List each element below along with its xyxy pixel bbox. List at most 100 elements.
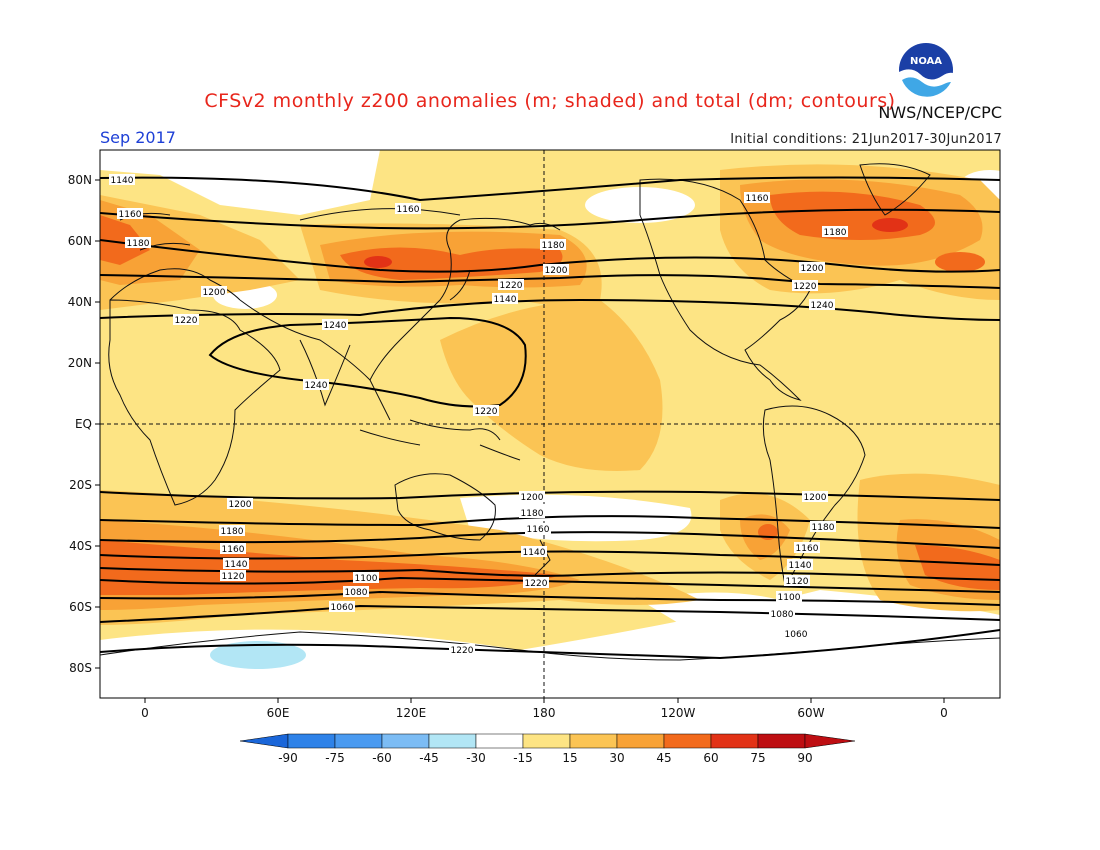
contour-label-bg [473,405,499,416]
contour-label-group: 1140 1160 1180 1200 1220 1240 1160 1180 1200 1220… [109,174,848,656]
colorbar-swatch [522,733,571,749]
contour-label-bg [769,608,795,619]
contour-label-bg [173,314,199,325]
contour-label-bg [223,558,249,569]
contour-label-bg [449,644,475,655]
lat-tick-label: 20S [69,478,92,492]
lat-tick-label: 80S [69,661,92,675]
noaa-logo-icon: NOAA [897,41,955,100]
contour-label-bg [794,542,820,553]
contour-label-bg [809,299,835,310]
colorbar-label: -15 [513,751,533,765]
lat-tick-label: 80N [68,173,92,187]
contour-label-bg [802,491,828,502]
lon-tick-label: 0 [141,706,149,720]
lon-tick-label: 0 [940,706,948,720]
contour-label-bg [540,239,566,250]
contour-label-bg [395,203,421,214]
contour-label: 1200 [801,264,824,274]
lon-tick-label: 120W [661,706,696,720]
colorbar-label: 30 [609,751,624,765]
contour-label-bg [220,570,246,581]
contour-label-bg [784,575,810,586]
contour-label: 1180 [521,509,544,519]
contour-label: 1180 [824,228,847,238]
initial-conditions-label: Initial conditions: 21Jun2017-30Jun2017 [730,132,1002,147]
colorbar-low-arrow [239,733,289,749]
contour-label: 1060 [331,603,354,613]
colorbar-swatch [757,733,806,749]
contour-label: 1220 [525,579,548,589]
contour-label: 1080 [345,588,368,598]
colorbar-swatch [334,733,383,749]
contour-label: 1120 [786,577,809,587]
colorbar-label: -90 [278,751,298,765]
contour-label-bg [787,559,813,570]
height-contours [100,176,1000,660]
contour-label: 1160 [527,525,550,535]
contour-label-bg [523,577,549,588]
colorbar-swatch [381,733,430,749]
contour-label: 1140 [523,548,546,558]
contour-label-bg [343,586,369,597]
contour-label: 1200 [545,266,568,276]
colorbar-label: 60 [703,751,718,765]
lat-tick-label: 20N [68,356,92,370]
contour-label-bg [810,521,836,532]
contour-label: 1120 [222,572,245,582]
contour-label: 1200 [203,288,226,298]
colorbar-label: -45 [419,751,439,765]
contour-label-bg [519,507,545,518]
contour-label: 1220 [500,281,523,291]
contour-label: 1140 [494,295,517,305]
contour-label: 1180 [221,527,244,537]
contour-label-bg [521,546,547,557]
contour-label-bg [498,279,524,290]
colorbar-legend: -90 -75 -60 -45 -30 -15 15 30 45 60 75 90 [239,733,856,765]
colorbar-label: -75 [325,751,345,765]
contour-label: 1100 [355,574,378,584]
colorbar-swatch [616,733,665,749]
lat-tick-label: 60S [69,600,92,614]
contour-label: 1180 [542,241,565,251]
longitude-axis: 0 60E 120E 180 120W 60W 0 [141,698,948,720]
contour-label-bg [219,525,245,536]
contour-label-bg [783,628,809,639]
contour-label-bg [776,591,802,602]
map-title: CFSv2 monthly z200 anomalies (m; shaded)… [204,90,896,112]
lat-tick-label: 40S [69,539,92,553]
contour-label-bg [792,280,818,291]
lon-tick-label: 60W [797,706,824,720]
latitude-axis: 80N 60N 40N 20N EQ 20S 40S 60S 80S [68,173,100,675]
colorbar-swatch [710,733,759,749]
lon-tick-label: 180 [533,706,556,720]
colorbar-label: -60 [372,751,392,765]
contour-label-bg [744,192,770,203]
contour-label: 1140 [111,176,134,186]
contour-label-bg [329,601,355,612]
colorbar-swatch [428,733,477,749]
contour-label-bg [799,262,825,273]
contour-label-bg [543,264,569,275]
contour-label: 1200 [521,493,544,503]
contour-label: 1160 [796,544,819,554]
contour-label-bg [492,293,518,304]
contour-label-bg [303,379,329,390]
contour-label: 1160 [746,194,769,204]
contour-label: 1200 [804,493,827,503]
colorbar-swatch [663,733,712,749]
colorbar-high-arrow [804,733,856,749]
contour-label: 1060 [785,630,808,640]
contour-label-bg [117,208,143,219]
contour-label: 1160 [222,545,245,555]
contour-label-bg [227,498,253,509]
colorbar-swatch [475,733,524,749]
colorbar-label: 75 [750,751,765,765]
valid-month-label: Sep 2017 [100,128,176,147]
contour-label-bg [220,543,246,554]
contour-label-bg [353,572,379,583]
svg-text:NOAA: NOAA [910,56,942,67]
contour-label: 1240 [305,381,328,391]
lat-tick-label: 60N [68,234,92,248]
